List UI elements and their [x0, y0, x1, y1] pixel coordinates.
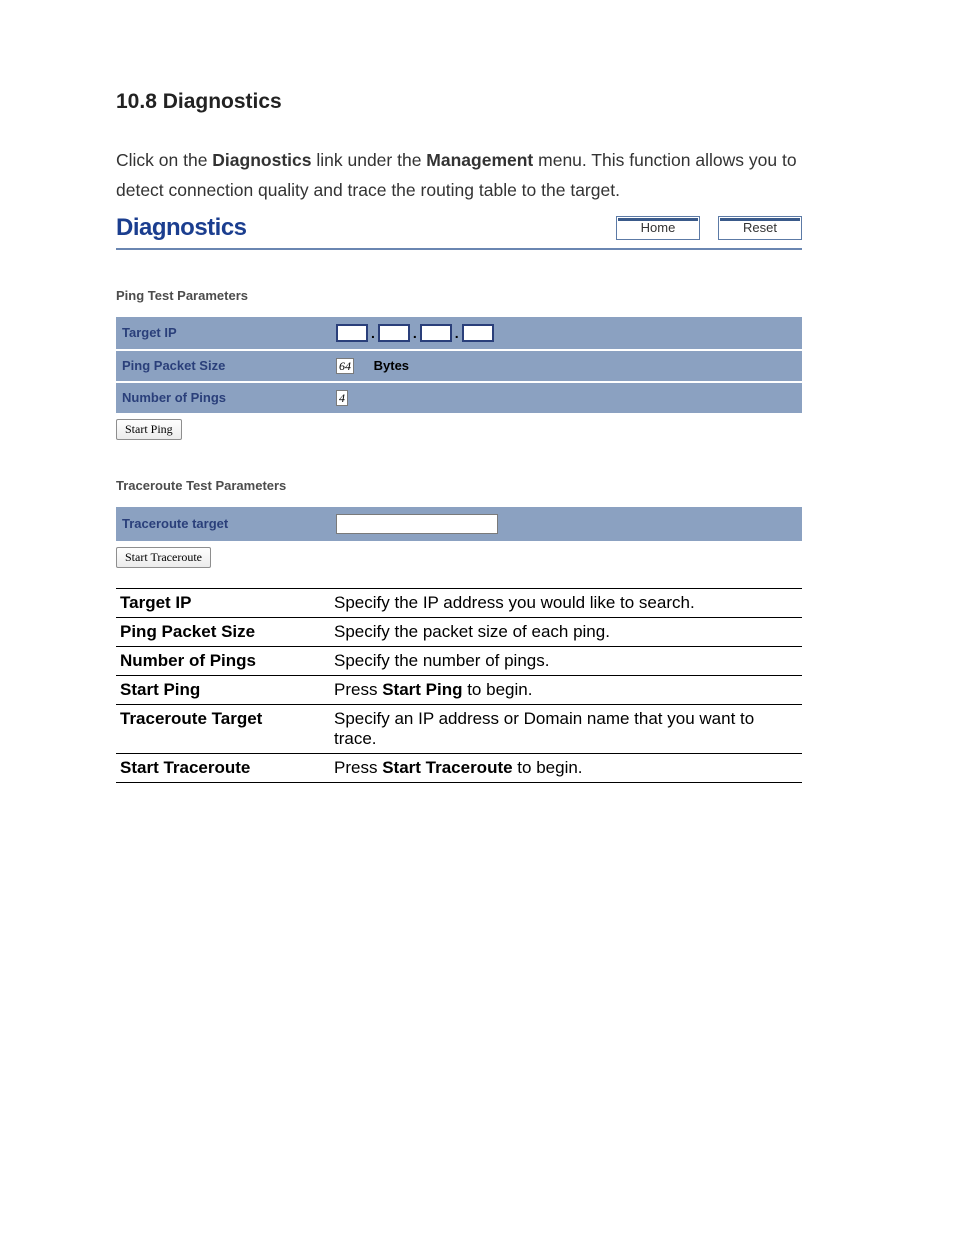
intro-paragraph: Click on the Diagnostics link under the …	[116, 146, 838, 206]
ip-dot-2: .	[413, 325, 417, 341]
packet-size-value-cell: 64 Bytes	[330, 350, 802, 382]
desc-row: Ping Packet SizeSpecify the packet size …	[116, 617, 802, 646]
trace-target-input[interactable]	[336, 514, 498, 534]
desc-row: Traceroute TargetSpecify an IP address o…	[116, 704, 802, 753]
num-pings-label: Number of Pings	[116, 382, 330, 414]
packet-size-input[interactable]: 64	[336, 358, 354, 374]
ip-octet-1[interactable]	[336, 324, 368, 342]
diagnostics-panel: Diagnostics Home Reset Ping Test Paramet…	[116, 212, 802, 783]
desc-text: Specify the IP address you would like to…	[330, 588, 802, 617]
section-heading: 10.8 Diagnostics	[116, 90, 838, 114]
desc-text: Press Start Ping to begin.	[330, 675, 802, 704]
panel-buttons: Home Reset	[616, 216, 802, 240]
start-traceroute-button[interactable]: Start Traceroute	[116, 547, 211, 568]
panel-header: Diagnostics Home Reset	[116, 212, 802, 250]
packet-size-row: Ping Packet Size 64 Bytes	[116, 350, 802, 382]
desc-label: Traceroute Target	[116, 704, 330, 753]
panel-title: Diagnostics	[116, 214, 247, 242]
target-ip-row: Target IP . . .	[116, 317, 802, 350]
desc-row: Target IPSpecify the IP address you woul…	[116, 588, 802, 617]
description-table: Target IPSpecify the IP address you woul…	[116, 588, 802, 783]
num-pings-value-cell: 4	[330, 382, 802, 414]
num-pings-input[interactable]: 4	[336, 390, 348, 406]
desc-text: Specify the packet size of each ping.	[330, 617, 802, 646]
desc-text: Specify the number of pings.	[330, 646, 802, 675]
ip-octet-3[interactable]	[420, 324, 452, 342]
desc-label: Target IP	[116, 588, 330, 617]
intro-mid1: link under the	[312, 150, 427, 170]
trace-section-title: Traceroute Test Parameters	[116, 478, 802, 493]
desc-text: Specify an IP address or Domain name tha…	[330, 704, 802, 753]
desc-label: Ping Packet Size	[116, 617, 330, 646]
target-ip-value-cell: . . .	[330, 317, 802, 350]
start-trace-row: Start Traceroute	[116, 542, 802, 568]
start-ping-row: Start Ping	[116, 414, 802, 440]
home-button[interactable]: Home	[616, 216, 700, 240]
desc-row: Start TraceroutePress Start Traceroute t…	[116, 753, 802, 782]
packet-size-unit: Bytes	[374, 358, 409, 373]
desc-label: Start Traceroute	[116, 753, 330, 782]
ip-octet-2[interactable]	[378, 324, 410, 342]
target-ip-label: Target IP	[116, 317, 330, 350]
packet-size-label: Ping Packet Size	[116, 350, 330, 382]
desc-label: Number of Pings	[116, 646, 330, 675]
desc-row: Start PingPress Start Ping to begin.	[116, 675, 802, 704]
num-pings-row: Number of Pings 4	[116, 382, 802, 414]
ip-octet-4[interactable]	[462, 324, 494, 342]
reset-button-label: Reset	[743, 220, 777, 235]
start-ping-button[interactable]: Start Ping	[116, 419, 182, 440]
ping-params-table: Target IP . . . Ping Packet Size	[116, 317, 802, 440]
desc-label: Start Ping	[116, 675, 330, 704]
ping-section-title: Ping Test Parameters	[116, 288, 802, 303]
ip-input-group: . . .	[336, 324, 796, 342]
ip-dot-1: .	[371, 325, 375, 341]
trace-params-table: Traceroute target Start Traceroute	[116, 507, 802, 568]
intro-bold1: Diagnostics	[212, 150, 311, 170]
trace-target-label: Traceroute target	[116, 507, 330, 542]
trace-target-value-cell	[330, 507, 802, 542]
intro-bold2: Management	[426, 150, 533, 170]
desc-text: Press Start Traceroute to begin.	[330, 753, 802, 782]
home-button-label: Home	[641, 220, 676, 235]
ip-dot-3: .	[455, 325, 459, 341]
desc-row: Number of PingsSpecify the number of pin…	[116, 646, 802, 675]
reset-button[interactable]: Reset	[718, 216, 802, 240]
intro-pre1: Click on the	[116, 150, 212, 170]
trace-target-row: Traceroute target	[116, 507, 802, 542]
